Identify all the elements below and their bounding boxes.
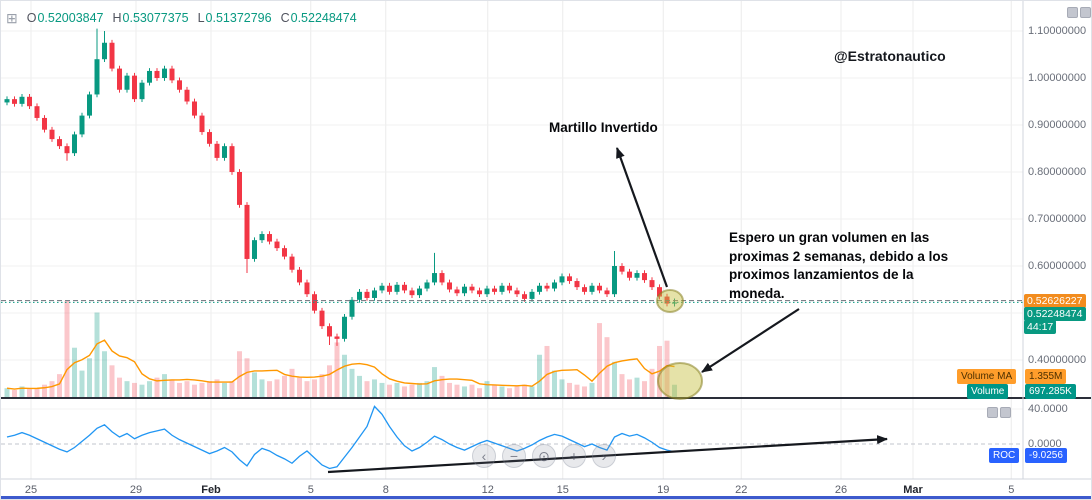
volume-bars [4,301,677,397]
pane-settings-icon[interactable] [1067,7,1078,18]
price-axis-label: 0.40000000 [1028,354,1087,366]
low-value: L0.51372796 [197,11,272,25]
annotation-volumen-text[interactable]: Espero un gran volumen en las proximas 2… [729,230,949,301]
price-axis-label: 0.80000000 [1028,166,1087,178]
annotation-martillo-text[interactable]: Martillo Invertido [549,120,658,135]
price-axis-label: 1.10000000 [1028,25,1087,37]
price-axis-label: 0.90000000 [1028,119,1087,131]
nav-reset-chart-button[interactable]: ⊙ [532,444,556,468]
watermark-text: @Estratonautico [834,48,946,64]
ohlc-legend: ⊞ O0.52003847 H0.53077375 L0.51372796 C0… [6,11,357,25]
roc-label-chip[interactable]: ROC [989,448,1020,463]
volume-ma-label-chip[interactable]: Volume MA [957,369,1017,384]
highlight-circle[interactable] [656,289,684,313]
roc-line [6,405,675,470]
volume-label-chip[interactable]: Volume [967,384,1009,399]
last-price-tag: 0.52248474 [1024,307,1086,321]
highlight-circle[interactable] [657,362,703,400]
alert-price-tag: 0.52626227 [1024,294,1086,308]
roc-pane-maximize-icon[interactable] [1000,407,1011,418]
volume-ma-line [6,339,675,390]
time-axis-label: Feb [201,484,221,496]
time-axis-label: 12 [481,484,494,496]
open-value: O0.52003847 [26,11,104,25]
time-axis-label: 19 [657,484,670,496]
time-axis-label: Mar [903,484,923,496]
high-value: H0.53077375 [112,11,189,25]
time-axis-label: 15 [556,484,569,496]
price-axis-label: 1.00000000 [1028,72,1087,84]
window-bottom-edge [1,496,1091,499]
time-axis-label: 8 [382,484,389,496]
roc-axis-label: 0.0000 [1028,438,1062,450]
nav-scroll-left-button[interactable]: ‹ [472,444,496,468]
roc-value-chip: -9.0256 [1025,448,1067,463]
nav-scroll-right-button[interactable]: › [592,444,616,468]
annotation-arrow[interactable] [701,308,800,373]
close-value: C0.52248474 [280,11,357,25]
volume-value-chip: 697.285K [1025,384,1076,399]
volume-ma-value-chip: 1.355M [1025,369,1067,384]
nav-zoom-out-button[interactable]: − [502,444,526,468]
gridlines [1,1,1023,479]
time-axis-label: 26 [834,484,848,496]
time-axis-label: 5 [307,484,314,496]
candles-layer [4,28,677,346]
time-axis-label: 29 [129,484,143,496]
time-axis-label: 5 [1008,484,1015,496]
compare-add-icon[interactable]: ⊞ [6,10,18,26]
time-axis-label: 25 [24,484,38,496]
time-axis-label: 22 [735,484,748,496]
pane-maximize-icon[interactable] [1080,7,1091,18]
user-drawings[interactable] [327,147,888,474]
roc-axis-label: 40.0000 [1028,403,1068,415]
bar-countdown-tag: 44:17 [1024,320,1057,334]
annotation-arrow[interactable] [615,147,669,288]
roc-pane-settings-icon[interactable] [987,407,998,418]
nav-zoom-in-button[interactable]: + [562,444,586,468]
price-axis-label: 0.70000000 [1028,213,1087,225]
price-axis-label: 0.60000000 [1028,260,1087,272]
